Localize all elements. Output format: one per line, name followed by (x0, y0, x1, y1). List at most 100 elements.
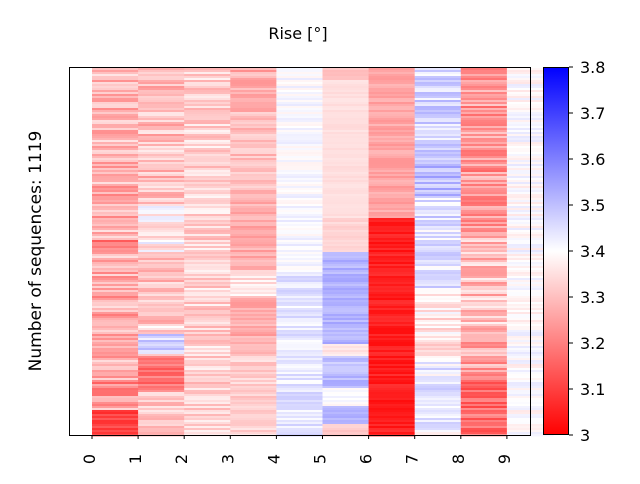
heatmap-cell (322, 350, 370, 353)
heatmap-cell (184, 398, 231, 401)
heatmap-cell (414, 252, 462, 255)
heatmap-cell (92, 192, 139, 195)
heatmap-cell (414, 210, 462, 213)
colorbar-ticks: 33.13.23.33.43.53.63.73.8 (569, 58, 605, 445)
heatmap-cell (460, 116, 508, 119)
heatmap-cell (230, 182, 277, 185)
heatmap-cell (92, 382, 139, 385)
heatmap-cell (460, 384, 508, 387)
heatmap-cell (460, 270, 508, 273)
heatmap-cell (230, 68, 277, 71)
heatmap-cell (138, 80, 185, 83)
heatmap-cell (184, 380, 231, 383)
heatmap-cell (230, 360, 277, 363)
heatmap-cell (138, 88, 185, 91)
heatmap-cell (414, 240, 462, 243)
heatmap-cell (368, 388, 416, 391)
heatmap-cell (368, 100, 416, 103)
heatmap-cell (230, 300, 277, 303)
heatmap-cell (92, 92, 139, 95)
heatmap-cell (460, 398, 508, 401)
heatmap-cell (92, 270, 139, 273)
heatmap-cell (322, 134, 370, 137)
heatmap-cell (276, 390, 324, 393)
heatmap-cell (368, 248, 416, 251)
heatmap-cell (230, 268, 277, 271)
heatmap-cell (460, 396, 508, 399)
heatmap-cell (230, 362, 277, 365)
heatmap-cell (460, 284, 508, 287)
heatmap-cell (368, 170, 416, 173)
heatmap-cell (138, 380, 185, 383)
heatmap-cell (460, 316, 508, 319)
heatmap-cell (460, 218, 508, 221)
heatmap-cell (460, 232, 508, 235)
heatmap-cell (460, 98, 508, 101)
heatmap-cell (138, 90, 185, 93)
heatmap-cell (460, 108, 508, 111)
heatmap-cell (92, 426, 139, 429)
heatmap-cell (230, 408, 277, 411)
heatmap-cell (92, 98, 139, 101)
heatmap-cell (368, 168, 416, 171)
heatmap-cell (414, 394, 462, 397)
heatmap-cell (92, 420, 139, 423)
heatmap-cell (138, 426, 185, 429)
heatmap-cell (368, 200, 416, 203)
heatmap-cell (368, 314, 416, 317)
heatmap-cell (230, 250, 277, 253)
heatmap-cell (184, 88, 231, 91)
heatmap-cell (414, 118, 462, 121)
heatmap-cell (230, 378, 277, 381)
heatmap-cell (414, 328, 462, 331)
heatmap-cell (368, 250, 416, 253)
heatmap-cell (368, 196, 416, 199)
heatmap-cell (92, 152, 139, 155)
heatmap-cell (276, 72, 324, 75)
heatmap-cell (368, 424, 416, 427)
heatmap-cell (368, 330, 416, 333)
heatmap-cell (460, 102, 508, 105)
heatmap-cell (414, 312, 462, 315)
heatmap-cell (368, 230, 416, 233)
heatmap-cell (460, 368, 508, 371)
heatmap-cell (460, 198, 508, 201)
heatmap-cell (184, 304, 231, 307)
heatmap-cell (92, 184, 139, 187)
heatmap-cell (92, 136, 139, 139)
heatmap-cell (414, 348, 462, 351)
heatmap-cell (322, 344, 370, 347)
heatmap-cell (276, 398, 324, 401)
heatmap-cell (322, 132, 370, 135)
heatmap-cell (322, 212, 370, 215)
heatmap-cell (184, 358, 231, 361)
heatmap-cell (230, 290, 277, 293)
heatmap-cell (92, 322, 139, 325)
heatmap-cell (230, 120, 277, 123)
heatmap-cell (460, 112, 508, 115)
heatmap-cell (322, 158, 370, 161)
heatmap-cell (230, 258, 277, 261)
heatmap-cell (368, 172, 416, 175)
heatmap-cell (230, 84, 277, 87)
heatmap-cell (276, 300, 324, 303)
heatmap-cell (276, 166, 324, 169)
heatmap-cell (414, 302, 462, 305)
heatmap-cell (230, 104, 277, 107)
heatmap-cell (276, 408, 324, 411)
heatmap-cell (184, 252, 231, 255)
heatmap-cell (322, 218, 370, 221)
heatmap-cell (230, 338, 277, 341)
heatmap-cell (276, 94, 324, 97)
heatmap-cell (276, 200, 324, 203)
heatmap-cell (138, 280, 185, 283)
heatmap-cell (460, 380, 508, 383)
heatmap-cell (138, 358, 185, 361)
heatmap-cell (460, 296, 508, 299)
heatmap-cell (276, 226, 324, 229)
heatmap-cell (276, 90, 324, 93)
heatmap-cell (460, 238, 508, 241)
heatmap-cell (414, 270, 462, 273)
heatmap-cell (368, 106, 416, 109)
heatmap-cell (414, 274, 462, 277)
